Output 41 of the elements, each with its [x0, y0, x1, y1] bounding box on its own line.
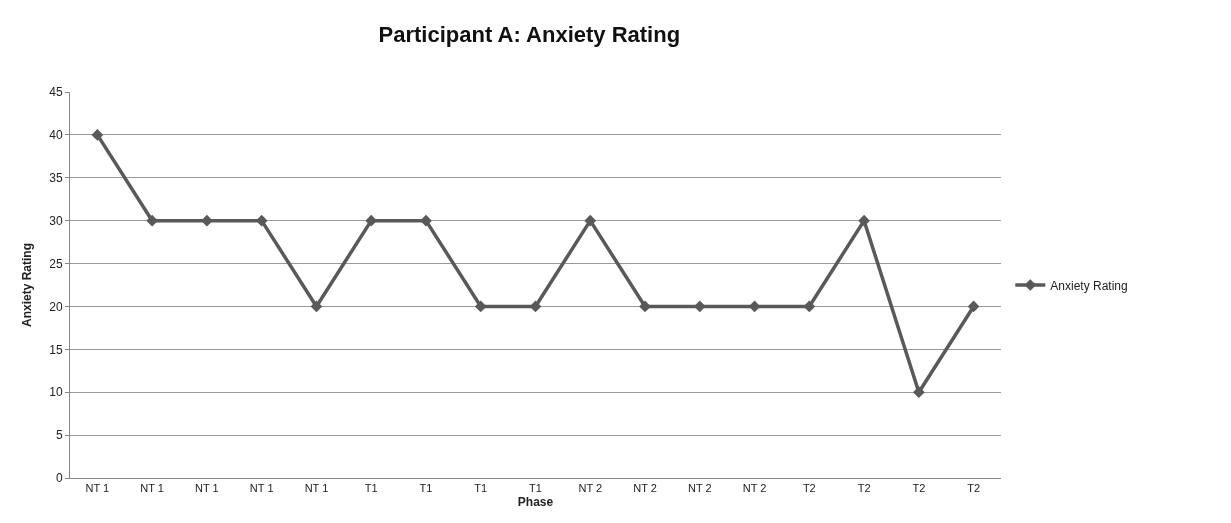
point — [91, 129, 104, 141]
point — [201, 214, 213, 227]
y-tick-label: 35 — [49, 170, 63, 185]
point — [146, 214, 158, 227]
x-tick-label: T2 — [857, 482, 871, 495]
x-tick-label: T1 — [419, 482, 433, 495]
x-tick-label: NT 2 — [633, 482, 657, 495]
y-tick-label: 30 — [49, 213, 63, 228]
point — [639, 300, 651, 313]
chart-title: Participant A: Anxiety Rating — [378, 21, 681, 47]
point — [584, 214, 597, 227]
x-tick-label: T2 — [967, 482, 981, 495]
x-tick-label: NT 2 — [687, 482, 712, 495]
x-tick-label: NT 2 — [578, 482, 603, 495]
y-tick-label: 40 — [49, 128, 63, 143]
y-tick-label: 5 — [55, 428, 63, 443]
x-tick-label: T1 — [474, 482, 488, 495]
x-tick-label: NT 2 — [742, 482, 767, 495]
y-tick-label: 0 — [55, 471, 63, 486]
y-tick-label: 15 — [49, 342, 63, 357]
point — [310, 300, 323, 313]
x-tick-label: NT 1 — [85, 482, 110, 495]
legend-label: Anxiety Rating — [1050, 278, 1128, 293]
x-tick-label: T2 — [912, 482, 926, 495]
x-tick-label: T1 — [529, 482, 542, 495]
x-axis-title: Phase — [517, 495, 554, 510]
x-tick-label: NT 1 — [249, 482, 274, 495]
x-tick-label: NT 1 — [304, 482, 329, 495]
y-tick-label: 20 — [49, 299, 63, 314]
x-tick-label: NT 1 — [195, 482, 219, 495]
point — [913, 386, 925, 399]
x-tick-label: NT 1 — [140, 482, 164, 495]
point — [858, 214, 870, 227]
point — [967, 300, 980, 313]
y-tick-label: 25 — [49, 256, 63, 271]
y-tick-label: 10 — [49, 385, 63, 400]
x-tick-label: T2 — [802, 482, 816, 495]
y-axis-title: Anxiety Rating — [19, 242, 34, 328]
point — [420, 214, 432, 227]
x-tick-label: T1 — [364, 482, 378, 495]
y-tick-label: 45 — [49, 85, 63, 100]
